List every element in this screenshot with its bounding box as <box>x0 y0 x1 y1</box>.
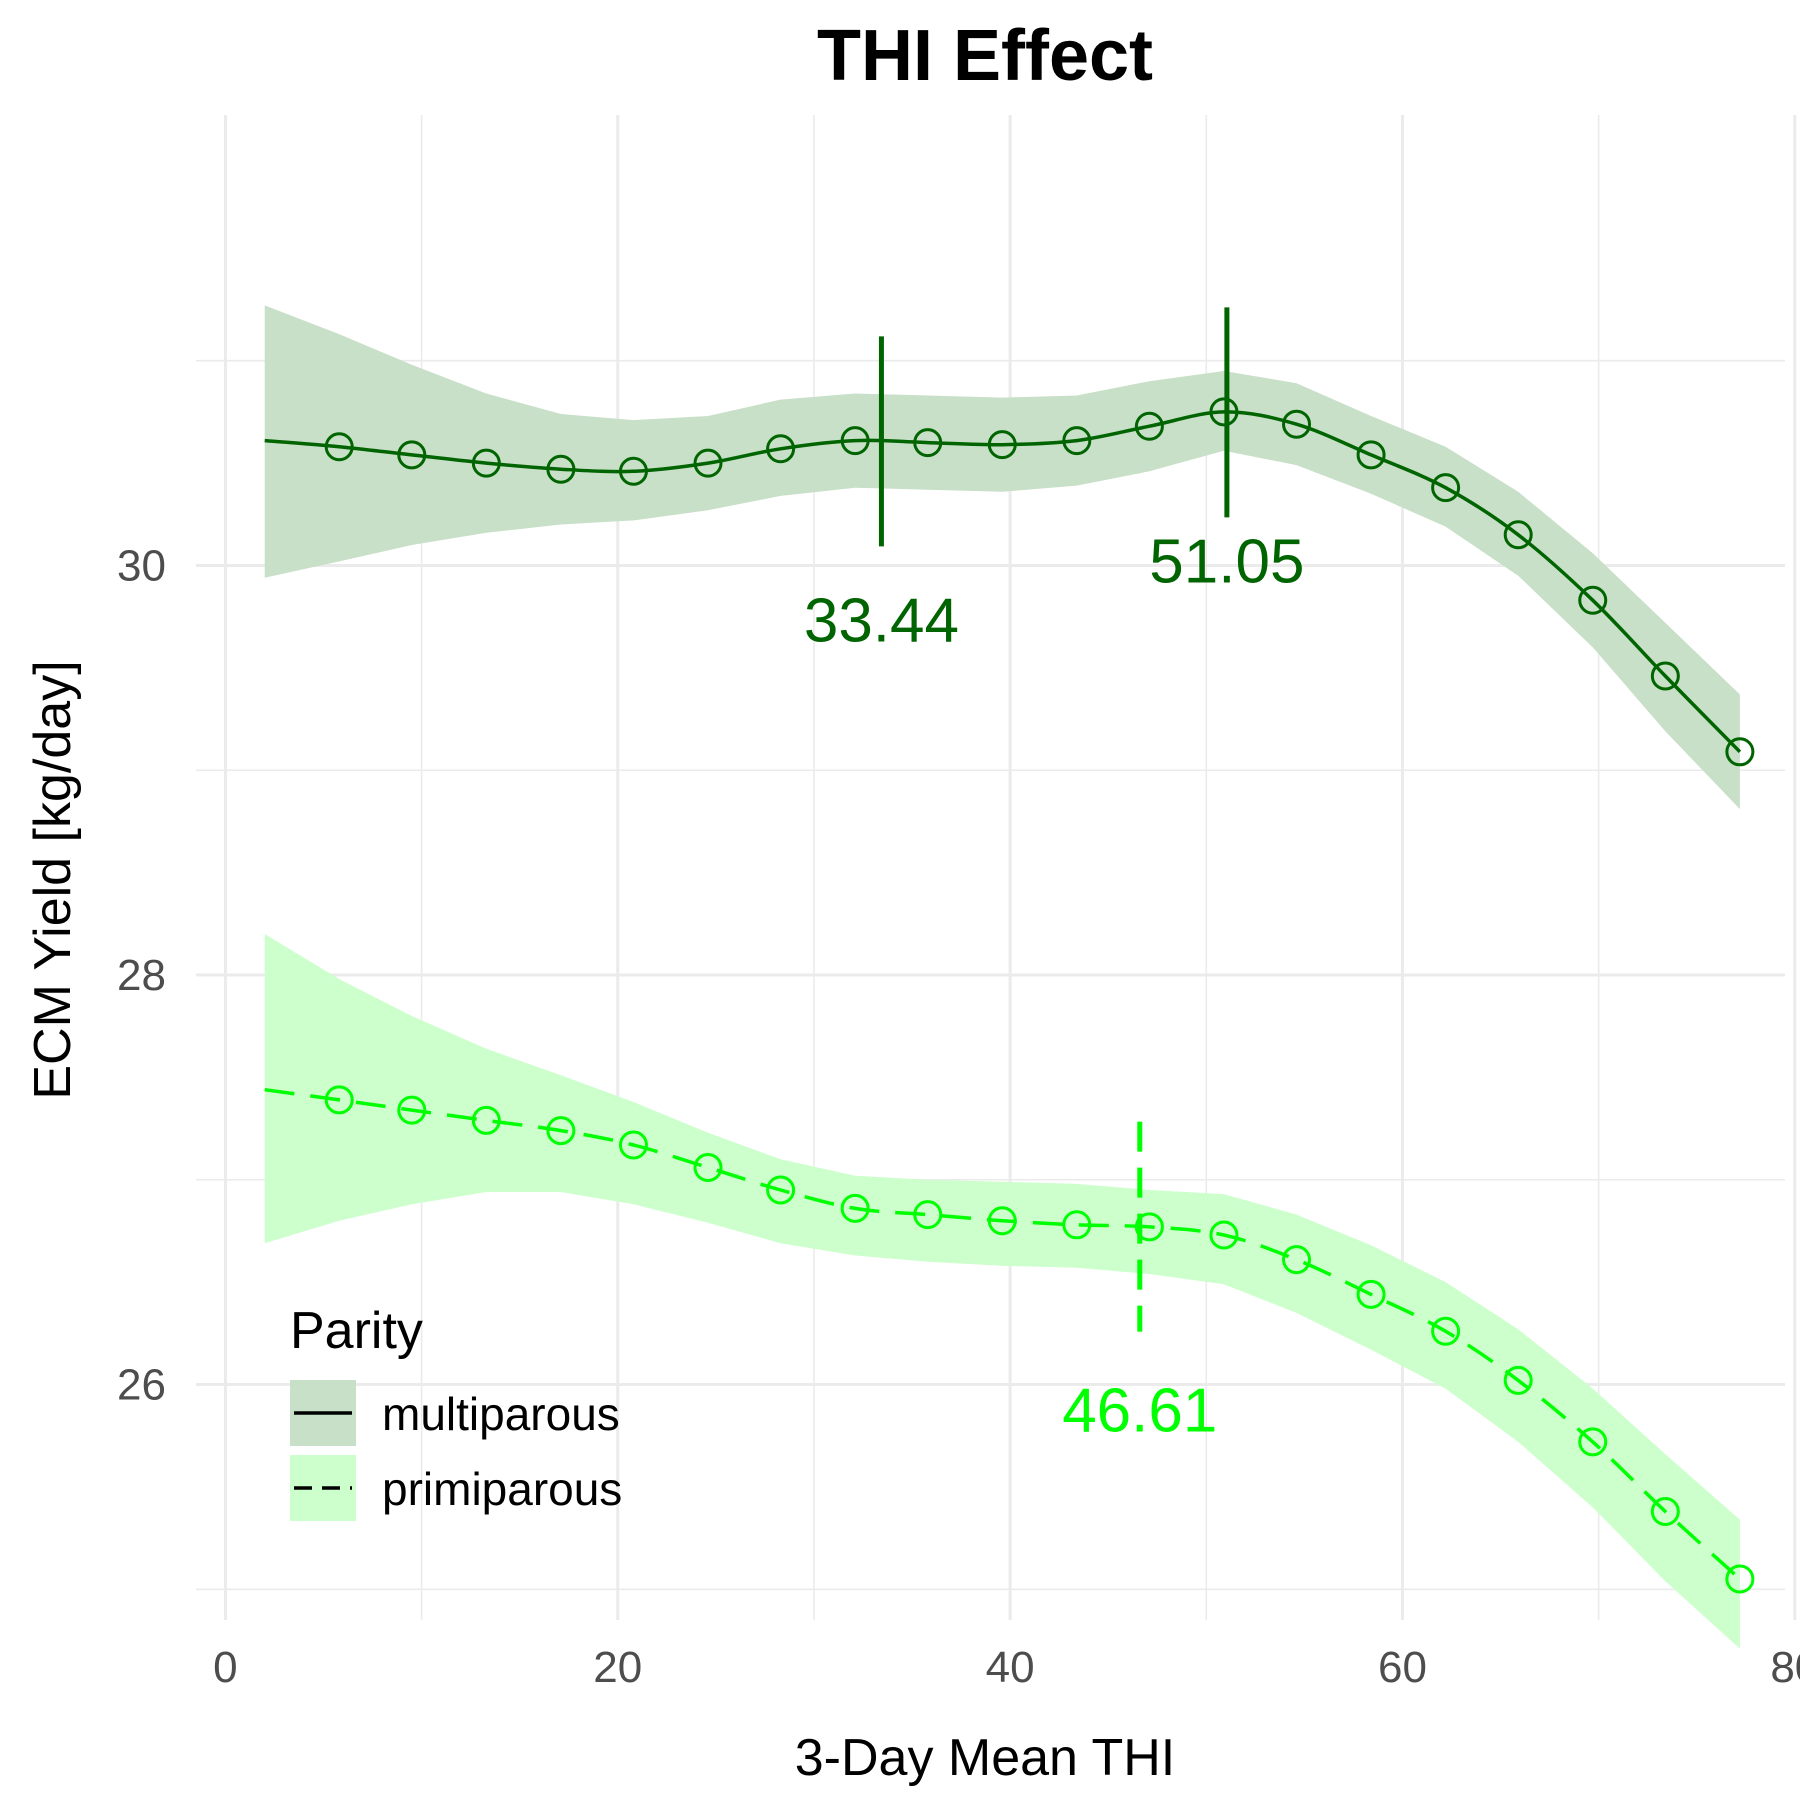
legend-title: Parity <box>290 1302 423 1360</box>
data-point-primiparous <box>1134 1212 1164 1242</box>
x-axis-title: 3-Day Mean THI <box>795 1729 1176 1787</box>
confidence-bands <box>264 305 1740 1649</box>
y-tick-label: 26 <box>117 1361 166 1410</box>
data-point-multiparous <box>618 456 648 486</box>
data-point-multiparous <box>1209 397 1239 427</box>
data-point-multiparous <box>840 426 870 456</box>
confidence-band-multiparous <box>264 305 1740 810</box>
data-point-primiparous <box>1282 1245 1312 1275</box>
x-tick-label: 80 <box>1770 1643 1800 1692</box>
data-point-multiparous <box>1503 520 1533 550</box>
data-point-multiparous <box>546 454 576 484</box>
y-tick-label: 28 <box>117 951 166 1000</box>
breakpoint-label-multiparous: 33.44 <box>804 586 959 655</box>
data-point-multiparous <box>471 448 501 478</box>
data-point-multiparous <box>987 430 1017 460</box>
data-point-primiparous <box>987 1206 1017 1236</box>
x-tick-label: 20 <box>593 1643 642 1692</box>
legend-item-multiparous: multiparous <box>290 1380 620 1446</box>
data-point-primiparous <box>913 1200 943 1230</box>
data-point-primiparous <box>1578 1427 1608 1457</box>
breakpoints: 33.44 51.05 46.61 <box>804 307 1304 1446</box>
breakpoint-label-multiparous: 51.05 <box>1149 527 1304 596</box>
data-point-primiparous <box>618 1130 648 1160</box>
chart-title: THI Effect <box>817 16 1153 96</box>
data-point-primiparous <box>471 1105 501 1135</box>
legend-label-primiparous: primiparous <box>382 1463 622 1515</box>
data-point-multiparous <box>1650 661 1680 691</box>
y-axis-title: ECM Yield [kg/day] <box>24 660 82 1099</box>
data-point-primiparous <box>1062 1210 1092 1240</box>
legend-label-multiparous: multiparous <box>382 1388 620 1440</box>
data-point-primiparous <box>324 1085 354 1115</box>
data-point-multiparous <box>1062 426 1092 456</box>
data-point-primiparous <box>840 1193 870 1223</box>
data-point-primiparous <box>546 1116 576 1146</box>
data-point-multiparous <box>693 448 723 478</box>
legend-item-primiparous: primiparous <box>290 1455 622 1521</box>
y-tick-label: 30 <box>117 541 166 590</box>
data-point-primiparous <box>397 1095 427 1125</box>
data-point-multiparous <box>324 432 354 462</box>
data-point-multiparous <box>1356 440 1386 470</box>
data-points <box>324 397 1755 1594</box>
data-point-primiparous <box>1650 1496 1680 1526</box>
data-point-multiparous <box>1431 473 1461 503</box>
x-tick-label: 40 <box>986 1643 1035 1692</box>
data-point-primiparous <box>766 1175 796 1205</box>
legend: Parity multiparous primiparous <box>290 1302 622 1521</box>
data-point-primiparous <box>693 1152 723 1182</box>
confidence-band-primiparous <box>264 934 1740 1649</box>
series-line-multiparous <box>264 410 1742 754</box>
data-point-multiparous <box>1578 585 1608 615</box>
x-tick-label: 0 <box>213 1643 237 1692</box>
data-point-multiparous <box>1282 409 1312 439</box>
data-point-primiparous <box>1431 1316 1461 1346</box>
data-point-multiparous <box>397 440 427 470</box>
data-point-multiparous <box>913 428 943 458</box>
series-line-primiparous <box>264 1087 1742 1581</box>
data-point-primiparous <box>1503 1365 1533 1395</box>
fitted-lines <box>264 410 1742 1581</box>
data-point-multiparous <box>1725 737 1755 767</box>
breakpoint-label-primiparous: 46.61 <box>1062 1377 1217 1446</box>
data-point-primiparous <box>1209 1220 1239 1250</box>
data-point-primiparous <box>1356 1279 1386 1309</box>
data-point-primiparous <box>1725 1564 1755 1594</box>
data-point-multiparous <box>1134 411 1164 441</box>
data-point-multiparous <box>766 434 796 464</box>
x-tick-label: 60 <box>1378 1643 1427 1692</box>
tick-labels: 0 20 40 60 80 26 28 30 <box>117 541 1800 1692</box>
